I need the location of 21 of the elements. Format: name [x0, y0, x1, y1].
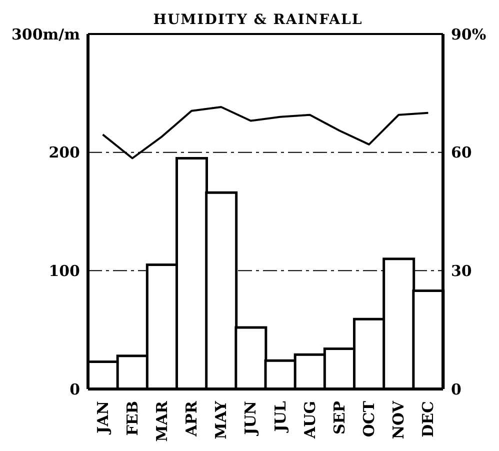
y-tick-label: 0	[70, 380, 80, 398]
y2-tick-label: 30	[451, 262, 472, 280]
x-tick-label: MAR	[152, 400, 171, 442]
x-tick-label: NOV	[390, 400, 408, 440]
x-tick-label: JUN	[242, 400, 260, 437]
y-tick-label: 300m/m	[11, 25, 80, 44]
y2-tick-label: 90%	[451, 25, 486, 44]
x-tick-label: JAN	[94, 400, 112, 436]
x-tick-label: APR	[182, 400, 201, 438]
y-tick-label: 200	[48, 144, 80, 162]
y-tick-label: 100	[48, 262, 80, 280]
x-tick-label: SEP	[330, 401, 348, 435]
x-tick-label: FEB	[123, 401, 142, 436]
x-tick-label: OCT	[360, 400, 378, 438]
x-tick-label: AUG	[300, 401, 319, 440]
x-tick-label: MAY	[212, 400, 230, 440]
y2-tick-label: 60	[451, 144, 472, 162]
chart-title: HUMIDITY & RAINFALL	[152, 12, 364, 28]
x-tick-label: JUL	[271, 400, 290, 434]
y2-tick-label: 0	[451, 380, 462, 398]
x-tick-label: DEC	[419, 400, 438, 438]
